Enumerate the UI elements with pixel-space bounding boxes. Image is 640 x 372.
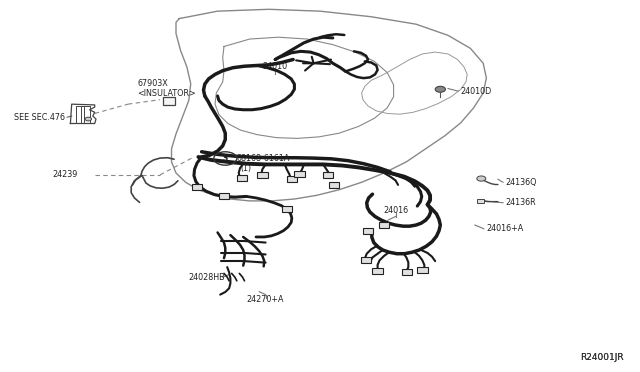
Text: R24001JR: R24001JR <box>580 353 624 362</box>
Text: 24239: 24239 <box>52 170 78 179</box>
Text: SEE SEC.476: SEE SEC.476 <box>14 113 65 122</box>
Text: 24016: 24016 <box>383 206 408 215</box>
Bar <box>417 267 428 273</box>
Bar <box>192 184 202 190</box>
Bar <box>361 257 371 263</box>
Bar <box>363 228 373 234</box>
Text: 24010D: 24010D <box>461 87 492 96</box>
Text: 24028HB: 24028HB <box>189 273 225 282</box>
Text: 24010: 24010 <box>262 62 288 71</box>
Bar <box>163 97 175 105</box>
Circle shape <box>85 117 92 121</box>
Text: S: S <box>223 154 228 163</box>
Text: 24136R: 24136R <box>506 198 536 207</box>
Bar <box>402 269 412 275</box>
Bar <box>372 268 383 274</box>
Bar <box>294 171 305 177</box>
Bar <box>477 199 484 203</box>
Text: 08168-6161A: 08168-6161A <box>237 154 290 163</box>
Bar <box>287 176 297 182</box>
Bar <box>329 182 339 188</box>
Bar <box>237 175 247 181</box>
Bar <box>323 172 333 178</box>
Text: 24016+A: 24016+A <box>486 224 524 233</box>
Text: 24136Q: 24136Q <box>506 178 537 187</box>
Text: 24270+A: 24270+A <box>247 295 284 304</box>
Text: (1): (1) <box>240 164 251 173</box>
Bar <box>282 206 292 212</box>
Text: <INSULATOR>: <INSULATOR> <box>138 89 196 97</box>
Text: R24001JR: R24001JR <box>580 353 624 362</box>
Text: 67903X: 67903X <box>138 79 168 88</box>
Bar <box>257 172 268 178</box>
Bar <box>219 193 229 199</box>
Circle shape <box>477 176 486 181</box>
Bar <box>379 222 389 228</box>
Circle shape <box>435 86 445 92</box>
